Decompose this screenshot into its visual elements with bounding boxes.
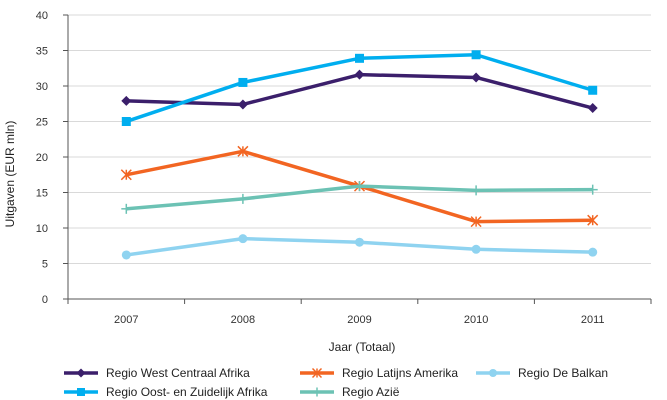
y-tick-label: 25 [36,117,48,129]
x-tick-label: 2009 [347,314,371,326]
data-point [588,247,598,257]
data-point [588,85,598,95]
y-tick-labels: 0 5 10 15 20 25 30 35 40 [36,10,48,306]
legend-label: Regio West Centraal Afrika [106,366,250,380]
legend-item: Regio Oost- en Zuidelijk Afrika [64,385,268,399]
data-point [354,181,365,192]
data-point [76,368,86,378]
y-tick-label: 0 [42,294,48,306]
legend-label: Regio Oost- en Zuidelijk Afrika [106,385,268,399]
legend-label: Regio Latijns Amerika [342,366,458,380]
y-tick-label: 35 [36,46,48,58]
legend: Regio West Centraal Afrika Regio Oost- en… [64,366,608,399]
axes [63,14,652,304]
data-point [237,193,248,204]
data-point [587,214,599,226]
series-3 [121,181,598,214]
data-point [77,388,85,396]
data-point [237,99,248,110]
data-point [121,250,131,260]
data-point [238,77,248,87]
legend-item: Regio Latijns Amerika [300,366,458,380]
legend-item: Regio Azië [300,385,400,399]
x-tick-labels: 2007 2008 2009 2010 2011 [114,314,604,326]
data-point [312,387,322,397]
legend-item: Regio West Centraal Afrika [64,366,250,380]
legend-label: Regio Azië [342,385,400,399]
data-point [237,145,249,157]
data-point [354,69,365,80]
grid-lines [68,14,651,264]
data-point [489,369,497,377]
y-tick-label: 5 [42,259,48,271]
data-point [355,237,364,247]
data-point [121,95,132,106]
data-point [238,234,248,244]
data-point [311,367,323,379]
series-1 [121,50,598,126]
y-tick-label: 10 [36,223,48,235]
series-0 [121,69,598,114]
y-tick-label: 20 [36,152,48,164]
x-tick-label: 2011 [581,314,605,326]
legend-label: Regio De Balkan [518,366,608,380]
y-tick-label: 40 [36,10,48,22]
y-tick-label: 15 [36,188,48,200]
x-tick-label: 2008 [231,314,255,326]
data-point [587,103,598,114]
series-4 [121,234,598,260]
data-point [120,169,132,181]
data-point [471,244,481,254]
data-point [587,184,598,195]
x-tick-label: 2010 [464,314,488,326]
data-point [355,53,364,63]
x-axis-title: Jaar (Totaal) [329,340,396,354]
y-tick-label: 30 [36,81,48,93]
data-point [471,72,482,83]
legend-item: Regio De Balkan [476,366,608,380]
data-point [471,50,481,60]
data-point [471,185,482,196]
data-point [121,203,132,214]
data-point [470,216,482,228]
x-tick-label: 2007 [114,314,138,326]
y-axis-title: Uitgaven (EUR mln) [3,121,17,228]
data-point [121,117,131,126]
series-group [120,50,599,260]
series-line [126,72,594,110]
